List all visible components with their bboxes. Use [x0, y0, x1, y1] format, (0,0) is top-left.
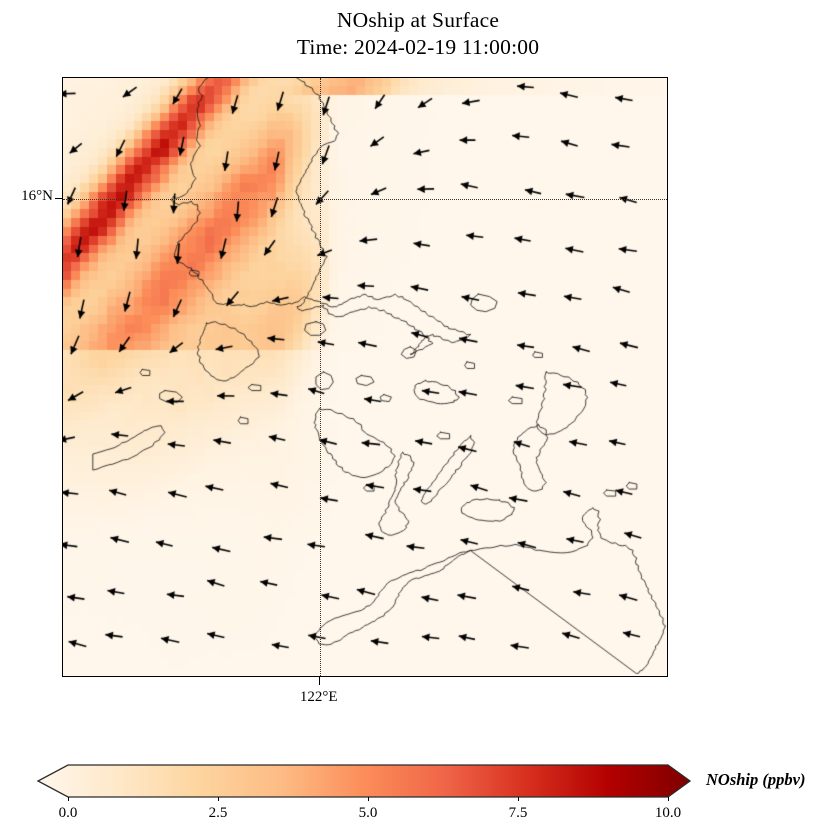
colorbar-tick-mark	[68, 797, 70, 801]
tick-mark-longitude	[318, 677, 320, 685]
colorbar-swatch[interactable]	[30, 757, 702, 813]
colorbar-tick-label: 10.0	[654, 805, 682, 821]
colorbar-tick-label: 0.0	[58, 805, 78, 821]
wind-quiver-layer	[63, 78, 667, 676]
gridline-latitude-16n	[63, 198, 667, 200]
colorbar-tick-mark	[368, 797, 370, 801]
tick-label-latitude: 16°N	[21, 187, 53, 204]
tick-label-longitude: 122°E	[299, 689, 338, 705]
colorbar-tick-label: 5.0	[358, 805, 378, 821]
colorbar-tick-label: 7.5	[508, 805, 528, 821]
colorbar-tick-mark	[218, 797, 220, 801]
colorbar-tick-mark	[668, 797, 670, 801]
tick-mark-latitude	[55, 197, 63, 199]
figure-subtitle-time: Time: 2024-02-19 11:00:00	[296, 35, 540, 59]
colorbar-tick-label: 2.5	[208, 805, 228, 821]
gridline-longitude-122e	[319, 78, 321, 676]
map-axes[interactable]	[62, 77, 668, 677]
figure-title: NOship at Surface	[336, 8, 500, 32]
colorbar-label: NOship (ppbv)	[706, 770, 806, 789]
colorbar-tick-mark	[518, 797, 520, 801]
